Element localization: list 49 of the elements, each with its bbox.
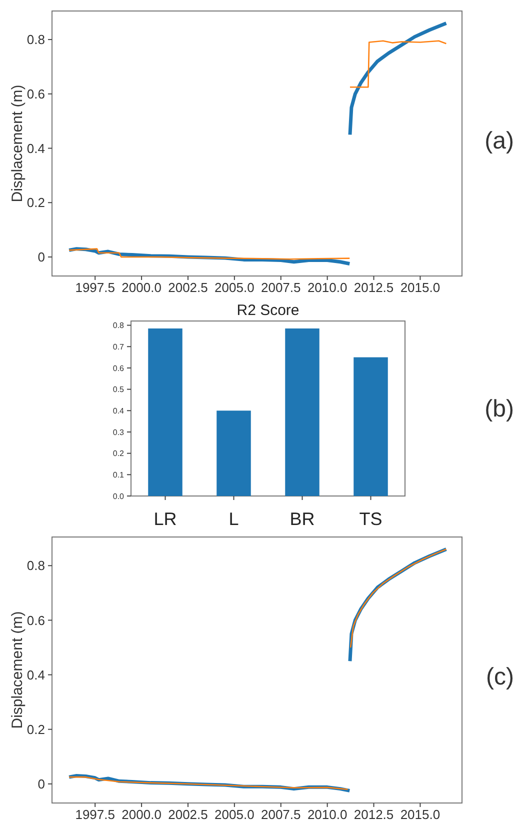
x-tick-label: 2000.0 [122,280,162,295]
x-tick-label: 2010.0 [307,280,348,295]
x-tick-label: L [228,509,239,529]
bar [216,410,251,496]
y-tick-label: 0.4 [112,406,125,416]
y-tick-label: 0.0 [112,492,125,501]
y-tick-label: 0.6 [26,86,45,102]
x-tick-label: 2007.5 [260,807,301,821]
y-tick-label: 0.3 [112,428,125,437]
x-tick-label: LR [154,509,177,529]
y-tick-label: 0.4 [26,667,45,682]
x-tick-label: 2010.0 [307,807,348,821]
x-tick-label: 2012.5 [354,807,394,821]
y-tick-label: 0.2 [26,195,45,210]
x-tick-label: 1997.5 [75,807,115,821]
x-tick-label: 2015.0 [400,807,440,821]
x-tick-label: 1997.5 [75,280,115,295]
bar [148,328,182,496]
y-axis-title: Displacement (m) [9,611,26,729]
text: (b) [484,395,514,422]
y-tick-label: 0.4 [26,140,45,156]
y-tick-label: 0.8 [26,558,45,574]
bar [285,328,320,496]
y-tick-label: 0 [38,250,45,265]
y-tick-label: 0.5 [112,385,125,394]
y-tick-label: 0.7 [112,342,125,352]
y-tick-label: 0.8 [26,32,45,48]
y-tick-label: 0.6 [26,612,45,628]
y-tick-label: 0.8 [112,321,125,330]
x-tick-label: 2000.0 [122,807,162,821]
y-tick-label: 0.2 [112,449,125,458]
x-tick-label: TS [359,509,382,529]
x-tick-label: 2007.5 [260,280,301,295]
bar [354,357,388,496]
x-tick-label: 2015.0 [400,280,440,295]
text: (c) [486,663,514,690]
chart-title: R2 Score [236,302,300,319]
x-tick-label: 2002.5 [168,280,208,295]
x-tick-label: 2005.0 [214,280,254,295]
text: (a) [484,127,514,154]
y-tick-label: 0.6 [112,364,125,373]
x-tick-label: BR [290,509,315,529]
y-tick-label: 0.1 [112,470,125,480]
x-tick-label: 2002.5 [168,807,208,821]
x-tick-label: 2005.0 [214,807,254,821]
x-tick-label: 2012.5 [354,280,394,295]
y-axis-title: Displacement (m) [9,84,26,202]
y-tick-label: 0 [38,776,45,792]
y-tick-label: 0.2 [26,722,45,737]
